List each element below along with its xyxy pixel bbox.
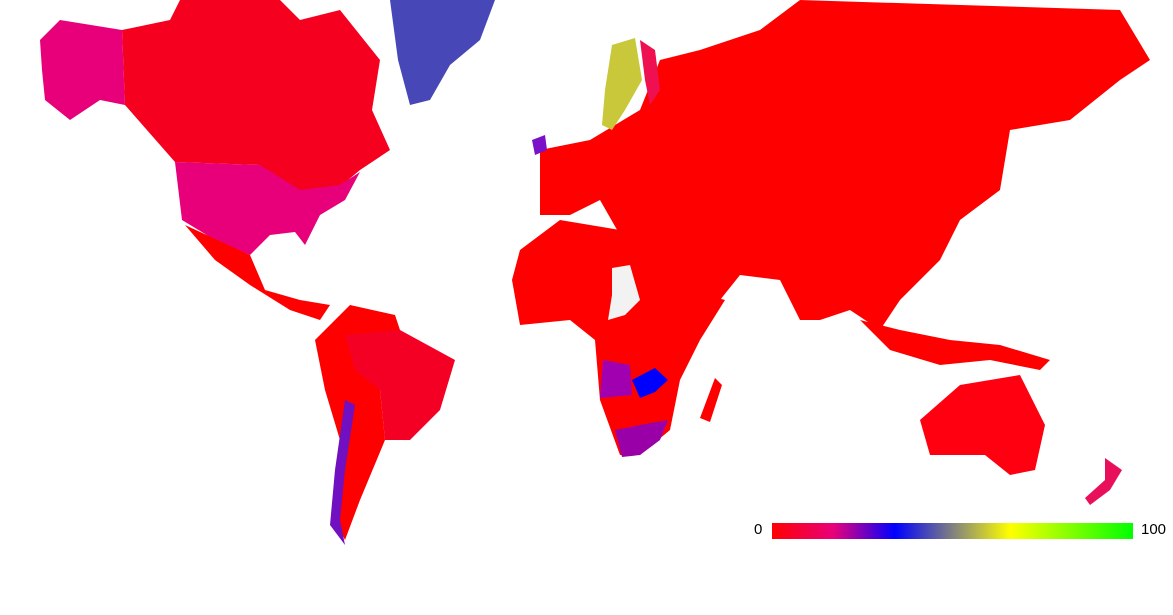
region-new-zealand[interactable] <box>1085 458 1122 505</box>
region-angola[interactable] <box>600 360 632 398</box>
region-usa[interactable] <box>175 162 360 255</box>
region-finland[interactable] <box>640 40 660 105</box>
legend-min-label: 0 <box>754 521 763 538</box>
legend-gradient-bar <box>772 523 1133 539</box>
region-indonesia[interactable] <box>860 320 1050 370</box>
region-mexico[interactable] <box>185 225 330 320</box>
legend-max-label: 100 <box>1141 521 1167 538</box>
region-australia[interactable] <box>920 375 1045 475</box>
region-alaska[interactable] <box>40 20 125 120</box>
region-south-africa[interactable] <box>615 420 668 457</box>
region-greenland[interactable] <box>390 0 495 105</box>
region-madagascar[interactable] <box>700 378 722 422</box>
region-sweden[interactable] <box>602 38 642 130</box>
region-chad[interactable] <box>608 265 640 320</box>
region-eurasia[interactable] <box>540 0 1150 330</box>
region-africa[interactable] <box>512 220 725 455</box>
region-zambia[interactable] <box>632 368 668 398</box>
region-ireland[interactable] <box>532 135 547 155</box>
region-chile[interactable] <box>330 400 355 545</box>
region-north-america-base[interactable] <box>122 0 390 200</box>
region-brazil[interactable] <box>345 330 455 440</box>
